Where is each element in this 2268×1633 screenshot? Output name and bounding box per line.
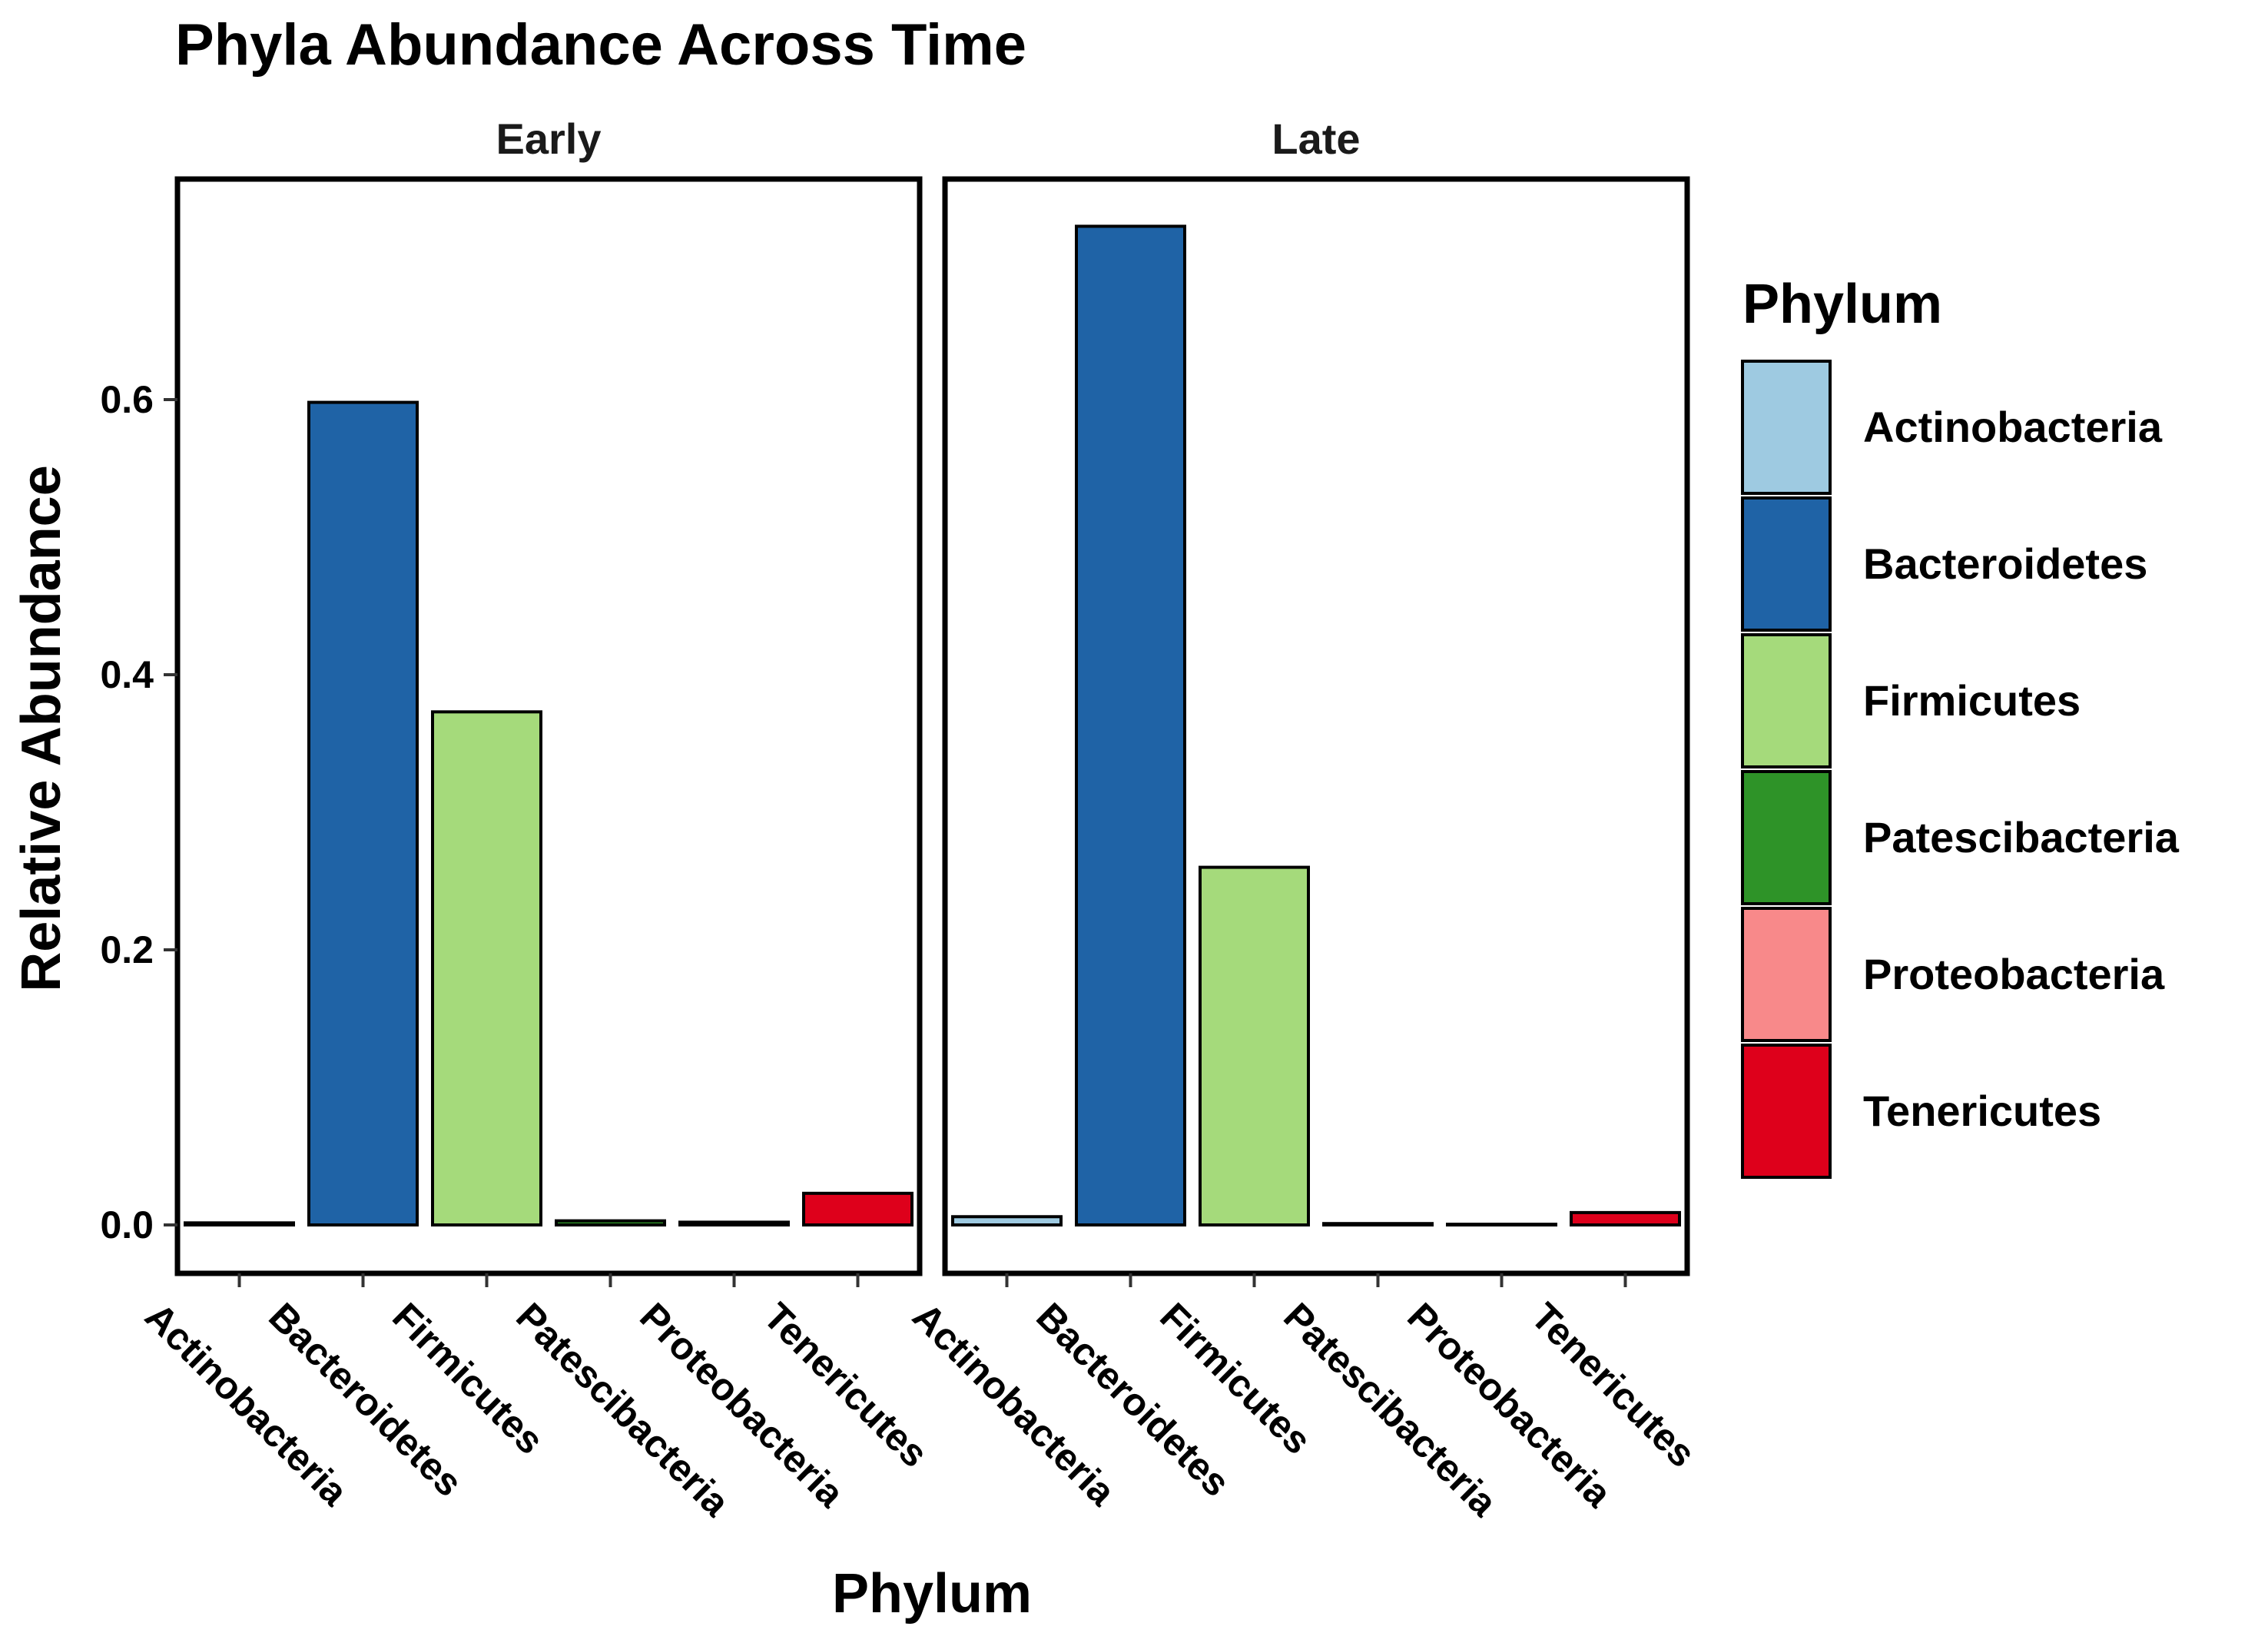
bar-early-tenericutes	[802, 1191, 914, 1226]
legend-label-firmicutes: Firmicutes	[1863, 676, 2081, 725]
bar-early-proteobacteria	[678, 1220, 790, 1227]
y-tick-label: 0.4	[100, 653, 154, 696]
legend-key-patescibacteria	[1741, 770, 1832, 905]
bar-late-firmicutes	[1199, 865, 1310, 1226]
legend-items: Actinobacteria Bacteroidetes Firmicutes Pat…	[1741, 360, 2180, 1179]
bar-early-bacteroidetes	[307, 400, 419, 1227]
panel-label: Early	[496, 115, 602, 163]
y-tick-label: 0.6	[100, 378, 154, 421]
x-axis-title: Phylum	[832, 1563, 1032, 1625]
y-axis-title: Relative Abundance	[11, 465, 72, 992]
legend-label-tenericutes: Tenericutes	[1863, 1087, 2101, 1135]
legend-label-bacteroidetes: Bacteroidetes	[1863, 539, 2147, 588]
x-tick-label: Patescibacteria	[508, 1295, 738, 1525]
panel-late: LateActinobacteriaBacteroidetesFirmicute…	[904, 115, 1703, 1525]
legend-key-actinobacteria	[1741, 360, 1832, 495]
bar-early-patescibacteria	[555, 1219, 666, 1227]
bar-early-firmicutes	[431, 710, 542, 1226]
y-tick-label: 0.0	[100, 1203, 154, 1246]
plot-layer: EarlyActinobacteriaBacteroidetesFirmicut…	[100, 115, 1703, 1525]
legend-title: Phylum	[1742, 274, 1942, 335]
chart-title: Phyla Abundance Across Time	[175, 12, 1026, 78]
legend: Phylum Actinobacteria Bacteroidetes Firmic…	[1741, 274, 2180, 1179]
bar-late-patescibacteria	[1322, 1222, 1434, 1226]
panel-label: Late	[1272, 115, 1360, 163]
panel-border	[942, 176, 1690, 1276]
bar-late-proteobacteria	[1446, 1223, 1557, 1226]
legend-key-firmicutes	[1741, 633, 1832, 768]
legend-label-proteobacteria: Proteobacteria	[1863, 950, 2165, 998]
y-axis: 0.0 0.2 0.4 0.6	[100, 378, 177, 1246]
bar-late-tenericutes	[1570, 1210, 1681, 1227]
panel-early: EarlyActinobacteriaBacteroidetesFirmicut…	[137, 115, 936, 1525]
legend-label-actinobacteria: Actinobacteria	[1863, 403, 2163, 451]
panel-border	[174, 176, 923, 1276]
legend-key-proteobacteria	[1741, 907, 1832, 1042]
bar-late-actinobacteria	[951, 1215, 1063, 1227]
legend-label-patescibacteria: Patescibacteria	[1863, 813, 2180, 861]
bar-early-actinobacteria	[184, 1221, 295, 1226]
x-tick-label: Patescibacteria	[1275, 1295, 1506, 1525]
legend-key-tenericutes	[1741, 1044, 1832, 1179]
bar-late-bacteroidetes	[1075, 224, 1186, 1227]
legend-key-bacteroidetes	[1741, 496, 1832, 632]
y-tick-label: 0.2	[100, 928, 154, 971]
